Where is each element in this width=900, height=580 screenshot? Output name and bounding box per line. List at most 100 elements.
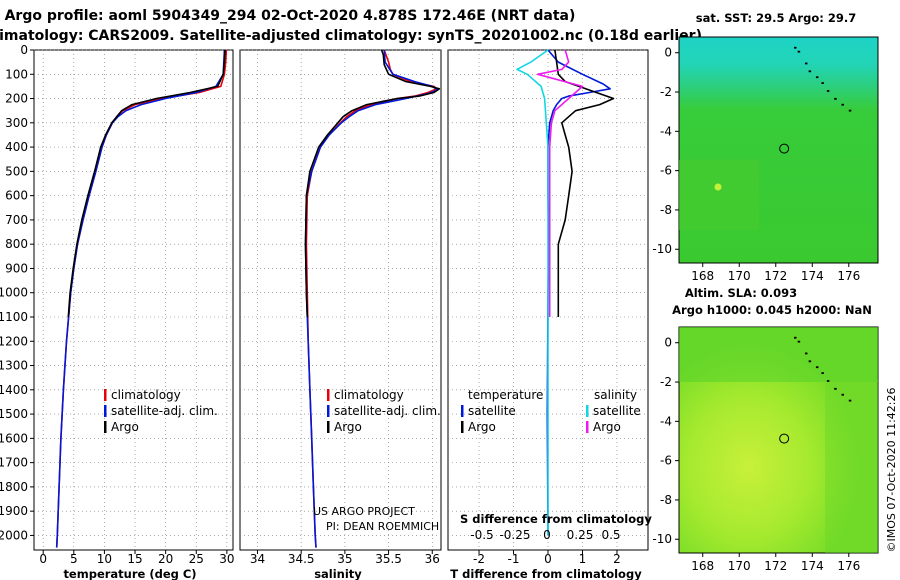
x-tick-label: 34.5 <box>288 552 315 566</box>
y-tick-label: 300 <box>5 116 28 130</box>
y-tick-label: 400 <box>5 140 28 154</box>
difference-series <box>516 49 615 536</box>
x-tick-label: -1 <box>508 552 520 566</box>
y-tick-label: 1000 <box>0 286 28 300</box>
map-sst-title: sat. SST: 29.5 Argo: 29.7 <box>696 11 856 25</box>
island-mark <box>797 50 801 53</box>
temperature-legend: climatology satellite-adj. clim. Argo <box>104 388 218 434</box>
legend-label-argo: Argo <box>334 420 362 434</box>
map-sla-title2: Argo h1000: 0.045 h2000: NaN <box>672 303 872 317</box>
s-tick-label: -0.25 <box>499 528 530 542</box>
salinity-legend: climatology satellite-adj. clim. Argo <box>327 388 441 434</box>
map-y-tick-label: -10 <box>652 242 672 256</box>
y-tick-label: 500 <box>5 164 28 178</box>
legend-swatch-t-argo <box>461 421 464 433</box>
x-axes: 0 5 10 15 20 25 30 34 34.5 35 35.5 36 -2 -1 0 1 2 <box>39 550 621 566</box>
title-line2: Climatology: CARS2009. Satellite-adjuste… <box>0 28 702 44</box>
map-sla-title1: Altim. SLA: 0.093 <box>685 286 797 300</box>
legend-swatch-s-argo <box>586 421 589 433</box>
island-mark <box>848 109 852 112</box>
legend-label-t-satellite: satellite <box>468 404 516 418</box>
map-sla-axes: 168 170 172 174 176 0 -2 -4 -6 -8 -10 <box>652 336 860 573</box>
island-mark <box>797 340 801 343</box>
legend-swatch-argo <box>327 421 330 433</box>
island-mark <box>821 82 824 84</box>
x-tick-label: -2 <box>473 552 485 566</box>
legend-swatch-climatology <box>104 389 107 401</box>
map-y-tick-label: -8 <box>660 203 672 217</box>
salinity-panel-frame <box>239 49 442 551</box>
x-tick-label: 30 <box>219 552 234 566</box>
legend-swatch-t-satellite <box>461 405 464 417</box>
map-y-tick-label: -10 <box>652 532 672 546</box>
watermark: ©IMOS 07-Oct-2020 11:42:26 <box>885 387 898 552</box>
map-y-tick-label: -8 <box>660 493 672 507</box>
s-difference-label: S difference from climatology <box>460 512 652 526</box>
legend-title-temperature: temperature <box>468 388 543 402</box>
y-tick-label: 2000 <box>0 528 28 542</box>
series-line-salinity-satellite <box>516 49 549 536</box>
map-x-tick-label: 168 <box>691 559 714 573</box>
map-x-tick-label: 172 <box>764 269 787 283</box>
series-line-satellite-adj-clim- <box>304 49 439 548</box>
map-x-tick-label: 172 <box>764 559 787 573</box>
map-sst-axes: 168 170 172 174 176 0 -2 -4 -6 -8 -10 <box>652 46 860 283</box>
x-tick-label: 36 <box>425 552 440 566</box>
x-tick-label: 34 <box>250 552 265 566</box>
legend-label-climatology: climatology <box>334 388 404 402</box>
y-tick-label: 800 <box>5 237 28 251</box>
s-difference-ticks: -0.5 -0.25 0 0.25 0.5 <box>470 528 620 542</box>
x-tick-label: 35 <box>337 552 352 566</box>
y-tick-label: 600 <box>5 189 28 203</box>
salinity-series <box>304 49 441 548</box>
salinity-xlabel: salinity <box>314 567 362 580</box>
y-tick-label: 700 <box>5 213 28 227</box>
island-mark <box>815 366 819 369</box>
y-tick-label: 1300 <box>0 359 28 373</box>
map-y-tick-label: -2 <box>660 85 672 99</box>
legend-swatch-satellite <box>104 405 107 417</box>
temperature-grid <box>34 49 233 550</box>
island-mark <box>794 336 797 339</box>
y-tick-label: 1900 <box>0 504 28 518</box>
islands <box>794 46 852 112</box>
series-line-satellite-adj-clim- <box>55 49 226 548</box>
series-line-temperature-argo <box>554 49 615 317</box>
x-tick-label: 35.5 <box>375 552 402 566</box>
s-tick-label: 0 <box>543 528 551 542</box>
island-mark <box>808 360 812 363</box>
series-line-climatology <box>55 49 228 548</box>
map-y-tick-label: -2 <box>660 375 672 389</box>
legend-swatch-argo <box>104 421 107 433</box>
island-mark <box>804 352 808 355</box>
island-mark <box>841 103 844 106</box>
series-line-climatology <box>305 49 438 548</box>
island-mark <box>815 76 819 79</box>
map-y-tick-label: 0 <box>664 336 672 350</box>
x-tick-label: 15 <box>127 552 142 566</box>
island-mark <box>826 90 830 92</box>
series-line-argo <box>304 49 441 318</box>
x-tick-label: 2 <box>613 552 621 566</box>
difference-xlabel: T difference from climatology <box>450 567 642 580</box>
legend-swatch-s-satellite <box>586 405 589 417</box>
map-sst-warm-patch <box>679 160 759 230</box>
y-tick-label: 1100 <box>0 310 28 324</box>
island-mark <box>841 393 844 396</box>
x-tick-label: 1 <box>579 552 587 566</box>
map-x-tick-label: 170 <box>728 269 751 283</box>
y-tick-label: 100 <box>5 67 28 81</box>
s-tick-label: -0.5 <box>470 528 493 542</box>
legend-label-t-argo: Argo <box>468 420 496 434</box>
credit-project: US ARGO PROJECT <box>313 505 415 518</box>
x-tick-label: 5 <box>70 552 78 566</box>
series-line-argo <box>67 49 226 318</box>
legend-label-satellite: satellite-adj. clim. <box>334 404 441 418</box>
legend-label-s-satellite: satellite <box>593 404 641 418</box>
island-mark <box>848 399 852 402</box>
temperature-xlabel: temperature (deg C) <box>63 567 196 580</box>
x-tick-label: 25 <box>189 552 204 566</box>
float-location-marker <box>779 433 790 444</box>
title-line1: Argo profile: aoml 5904349_294 02-Oct-20… <box>5 8 576 24</box>
y-tick-label: 1600 <box>0 431 28 445</box>
